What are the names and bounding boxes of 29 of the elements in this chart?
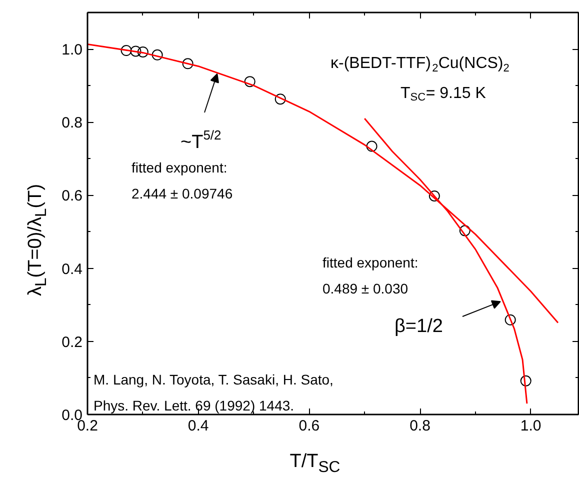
point <box>182 58 194 70</box>
point <box>520 375 532 386</box>
annotation: fitted exponent: <box>322 254 418 270</box>
y-tick-label: 0.4 <box>62 260 83 278</box>
y-tick-label: 0.8 <box>62 114 83 132</box>
point <box>459 225 470 236</box>
annotation: β=1/2 <box>394 316 443 337</box>
annotation: fitted exponent: <box>132 160 228 176</box>
annotation: 0.489 ± 0.030 <box>322 280 408 296</box>
point <box>137 46 148 58</box>
annotation: 2.444 ± 0.09746 <box>132 186 233 202</box>
point <box>428 190 440 202</box>
x-axis-title: T/T$_{SC}$ <box>290 451 340 476</box>
point <box>130 46 142 57</box>
annotation: Phys. Rev. Lett. 69 (1992) 1443. <box>94 398 294 414</box>
y-tick-label: 0.6 <box>62 188 83 205</box>
point <box>274 94 286 105</box>
x-tick-label: 1.0 <box>520 418 542 434</box>
annotation: M. Lang, N. Toyota, T. Sasaki, H. Sato, <box>94 372 334 388</box>
y-tick-label: 0.2 <box>62 334 83 351</box>
x-tick-label: 0.6 <box>298 418 320 434</box>
point <box>244 76 256 88</box>
point <box>120 45 132 56</box>
point <box>366 140 378 152</box>
point <box>152 49 163 60</box>
x-tick-label: 0.4 <box>188 418 209 434</box>
y-tick-label: 1.0 <box>62 42 83 59</box>
x-tick-label: 0.8 <box>410 418 430 434</box>
point <box>504 314 516 326</box>
